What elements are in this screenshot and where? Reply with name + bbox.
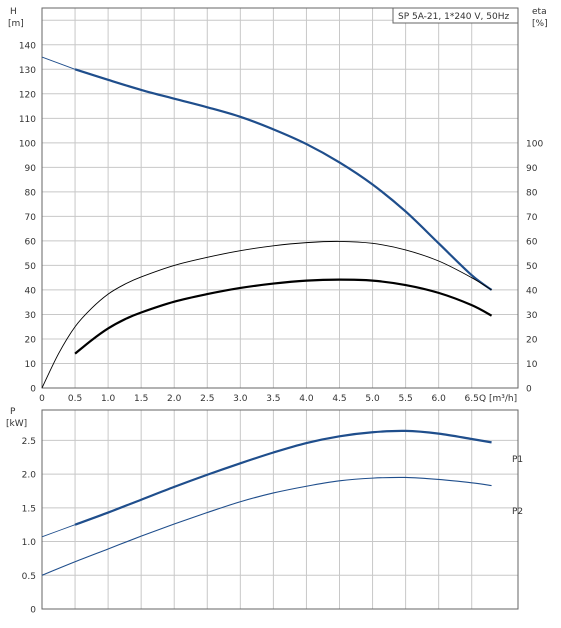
y-left-tick-label: 100 [19, 139, 36, 149]
chart-title: SP 5A-21, 1*240 V, 50Hz [398, 12, 509, 22]
top-y-axis-label: H [10, 7, 17, 17]
y-left-tick-label: 130 [19, 66, 36, 76]
p-tick-label: 1.0 [22, 538, 37, 548]
y-right-tick-label: 90 [526, 164, 538, 174]
y-right-tick-label: 60 [526, 237, 538, 247]
top-chart-frame [41, 7, 519, 389]
y-left-tick-label: 140 [19, 41, 36, 51]
x-tick-label: 3.0 [233, 394, 248, 404]
y-right-tick-label: 100 [526, 139, 543, 149]
p1-curve-thin [41, 524, 76, 538]
bottom-y-axis-label: P [10, 407, 16, 417]
x-axis-label: Q [m³/h] [479, 394, 517, 404]
y-left-tick-label: 50 [25, 262, 37, 272]
y-right-tick-label: 80 [526, 188, 538, 198]
x-tick-label: 2.5 [200, 394, 214, 404]
y-left-tick-label: 90 [25, 164, 37, 174]
x-tick-label: 0 [39, 394, 45, 404]
y-right-tick-label: 70 [526, 213, 538, 223]
x-tick-label: 3.5 [266, 394, 280, 404]
head-curve [74, 68, 493, 291]
p-tick-label: 0 [30, 606, 36, 616]
y-right-tick-label: 0 [526, 385, 532, 395]
data-series [41, 56, 493, 576]
p-tick-label: 0.5 [22, 572, 36, 582]
head-curve-thin [41, 56, 76, 70]
title-box [392, 7, 519, 24]
right-y-axis-unit: [%] [532, 19, 548, 29]
p-tick-label: 2.0 [22, 471, 37, 481]
p1-curve [74, 429, 492, 526]
y-left-tick-label: 60 [25, 237, 37, 247]
tick-labels: 0 0.5 1.0 1.5 2.0 2.5 3.0 3.5 4.0 4.5 5.0 5.5 6.0 6.5… [19, 41, 544, 615]
x-tick-label: 4.0 [299, 394, 314, 404]
y-left-tick-label: 80 [25, 188, 37, 198]
x-tick-label: 6.5 [465, 394, 479, 404]
x-tick-label: 0.5 [68, 394, 82, 404]
y-left-tick-label: 30 [25, 311, 37, 321]
y-left-tick-label: 70 [25, 213, 37, 223]
eta-curve-total [74, 278, 493, 355]
top-chart-grid [41, 8, 518, 389]
y-left-tick-label: 10 [25, 360, 37, 370]
y-right-tick-label: 10 [526, 360, 538, 370]
right-y-axis-label: eta [532, 7, 547, 17]
x-tick-label: 5.0 [365, 394, 380, 404]
eta-curve-pump [41, 240, 492, 389]
bottom-y-axis-unit: [kW] [6, 419, 27, 429]
x-tick-label: 5.5 [398, 394, 412, 404]
y-left-tick-label: 120 [19, 90, 36, 100]
x-tick-label: 4.5 [332, 394, 346, 404]
legend-p1: P1 [512, 455, 523, 465]
p2-curve [41, 476, 492, 576]
y-left-tick-label: 110 [19, 115, 36, 125]
p-tick-label: 1.5 [22, 504, 36, 514]
y-right-tick-label: 40 [526, 286, 538, 296]
bottom-chart-frame [41, 409, 519, 610]
legend-p2: P2 [512, 507, 523, 517]
x-tick-label: 1.0 [101, 394, 116, 404]
y-right-tick-label: 20 [526, 335, 538, 345]
y-right-tick-label: 30 [526, 311, 538, 321]
top-y-axis-unit: [m] [8, 19, 24, 29]
y-left-tick-label: 40 [25, 286, 37, 296]
y-left-tick-label: 0 [30, 385, 36, 395]
x-tick-label: 6.0 [432, 394, 447, 404]
x-tick-label: 1.5 [134, 394, 148, 404]
p-tick-label: 2.5 [22, 437, 36, 447]
y-left-tick-label: 20 [25, 335, 37, 345]
x-tick-label: 2.0 [167, 394, 182, 404]
y-right-tick-label: 50 [526, 262, 538, 272]
